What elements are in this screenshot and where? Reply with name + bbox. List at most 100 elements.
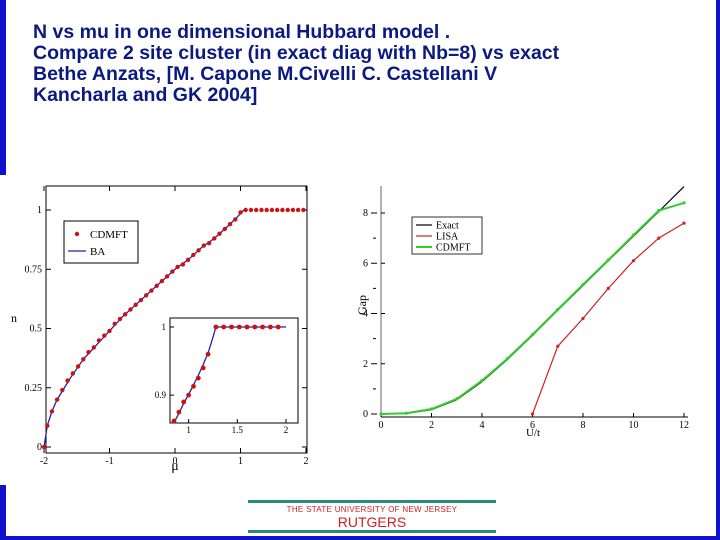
cdmft-point xyxy=(295,207,301,213)
gap-x-tick-label: 10 xyxy=(629,420,639,431)
inset-cdmft-point xyxy=(244,324,250,330)
inset-cdmft-point xyxy=(229,324,234,330)
cdmft-point xyxy=(54,397,60,402)
cdmft-point xyxy=(144,293,149,298)
gap-cdmft-point xyxy=(631,233,636,237)
cdmft-point xyxy=(180,262,186,267)
cdmft-point xyxy=(107,328,112,334)
cdmft-point xyxy=(248,207,254,213)
cdmft-point xyxy=(238,210,243,215)
inset-cdmft-point xyxy=(205,351,211,357)
cdmft-point xyxy=(75,364,81,369)
gap-cdmft-point xyxy=(429,407,434,411)
gap-cdmft-point xyxy=(530,333,535,337)
inset-cdmft-point xyxy=(181,399,187,405)
inset-cdmft-point xyxy=(191,383,196,389)
x-tick-label: 0 xyxy=(173,456,178,467)
gap-cdmft-point xyxy=(480,379,484,383)
cdmft-point xyxy=(212,236,217,241)
university-name: THE STATE UNIVERSITY OF NEW JERSEY xyxy=(286,505,458,514)
cdmft-point xyxy=(133,302,138,307)
inset-cdmft-point xyxy=(236,324,242,330)
gap-y-tick-label: 2 xyxy=(363,359,368,370)
cdmft-point xyxy=(149,288,154,293)
n-chart-legend-box xyxy=(63,220,139,264)
cdmft-point xyxy=(123,312,128,317)
gap-legend-label-lisa: LISA xyxy=(436,232,459,243)
gap-y-tick-label: 0 xyxy=(363,409,368,420)
cdmft-point xyxy=(185,257,191,262)
cdmft-point xyxy=(301,207,306,213)
inset-x-tick-label: 2 xyxy=(284,425,289,435)
x-axis-label: μ xyxy=(171,459,179,474)
inset-y-tick-label: 1 xyxy=(162,322,167,332)
title-line-3: Bethe Anzats, [M. Capone M.Civelli C. Ca… xyxy=(33,63,498,85)
cdmft-point xyxy=(196,248,201,253)
footer-rule-bottom xyxy=(248,530,496,533)
inset-cdmft-point xyxy=(200,365,206,371)
gap-cdmft-point xyxy=(404,411,408,415)
cdmft-point xyxy=(201,243,206,248)
inset-cdmft-point xyxy=(195,375,201,381)
y-tick-label: 0 xyxy=(37,442,42,453)
inset-cdmft-point xyxy=(260,324,265,330)
inset-cdmft-point xyxy=(171,418,177,424)
gap-lisa-point xyxy=(682,221,686,225)
bottom-border-bar xyxy=(0,536,720,540)
cdmft-point xyxy=(60,387,65,393)
cdmft-point xyxy=(49,409,55,414)
cdmft-point xyxy=(102,333,107,338)
inset-x-tick-label: 1 xyxy=(186,425,191,435)
cdmft-point xyxy=(164,274,170,279)
gap-legend-label-cdmft: CDMFT xyxy=(436,243,470,254)
inset-frame xyxy=(169,317,299,424)
gap-cdmft-point xyxy=(505,357,509,361)
gap-lisa-point xyxy=(530,412,535,416)
left-border-bar-lower xyxy=(0,485,6,540)
cdmft-point xyxy=(45,423,50,428)
gap-y-tick-label: 6 xyxy=(363,258,368,269)
cdmft-point xyxy=(175,264,180,270)
gap-legend-label-exact: Exact xyxy=(436,221,459,232)
gap-lisa-point xyxy=(606,286,610,290)
cdmft-point xyxy=(159,278,165,284)
gap-cdmft-point xyxy=(682,201,686,205)
cdmft-point xyxy=(128,307,133,312)
cdmft-point xyxy=(86,350,91,355)
legend-ba-label: BA xyxy=(90,246,105,258)
gap-series-lisa-line xyxy=(531,222,685,415)
n-chart-frame xyxy=(45,185,308,454)
gap-x-tick-label: 4 xyxy=(480,420,485,431)
x-tick-label: -2 xyxy=(40,456,48,467)
inset-cdmft-point xyxy=(186,392,192,398)
cdmft-point xyxy=(227,222,233,227)
gap-lisa-point xyxy=(631,259,636,263)
inset-cdmft-point xyxy=(268,324,273,330)
cdmft-point xyxy=(217,231,222,236)
cdmft-point xyxy=(264,207,269,213)
gap-cdmft-point xyxy=(581,283,585,287)
x-tick-label: -1 xyxy=(105,456,113,467)
gap-lisa-point xyxy=(657,236,661,240)
cdmft-point xyxy=(280,207,285,213)
gap-cdmft-point xyxy=(455,397,459,401)
title-line-4: Kancharla and GK 2004] xyxy=(33,84,258,106)
gap-cdmft-point xyxy=(606,258,610,262)
x-tick-label: 2 xyxy=(304,456,309,467)
cdmft-point xyxy=(138,297,144,303)
cdmft-point xyxy=(112,321,117,326)
y-tick-label: 0.75 xyxy=(25,264,43,275)
gap-x-tick-label: 6 xyxy=(530,420,535,431)
cdmft-point xyxy=(285,207,290,213)
y-tick-label: 1 xyxy=(37,205,42,216)
cdmft-point xyxy=(206,241,212,246)
inset-ba-line xyxy=(173,326,286,423)
cdmft-point xyxy=(170,269,175,274)
right-border-bar xyxy=(716,0,720,540)
left-border-bar xyxy=(0,0,6,175)
legend-cdmft-label: CDMFT xyxy=(90,229,128,241)
legend-cdmft-marker xyxy=(74,231,80,237)
